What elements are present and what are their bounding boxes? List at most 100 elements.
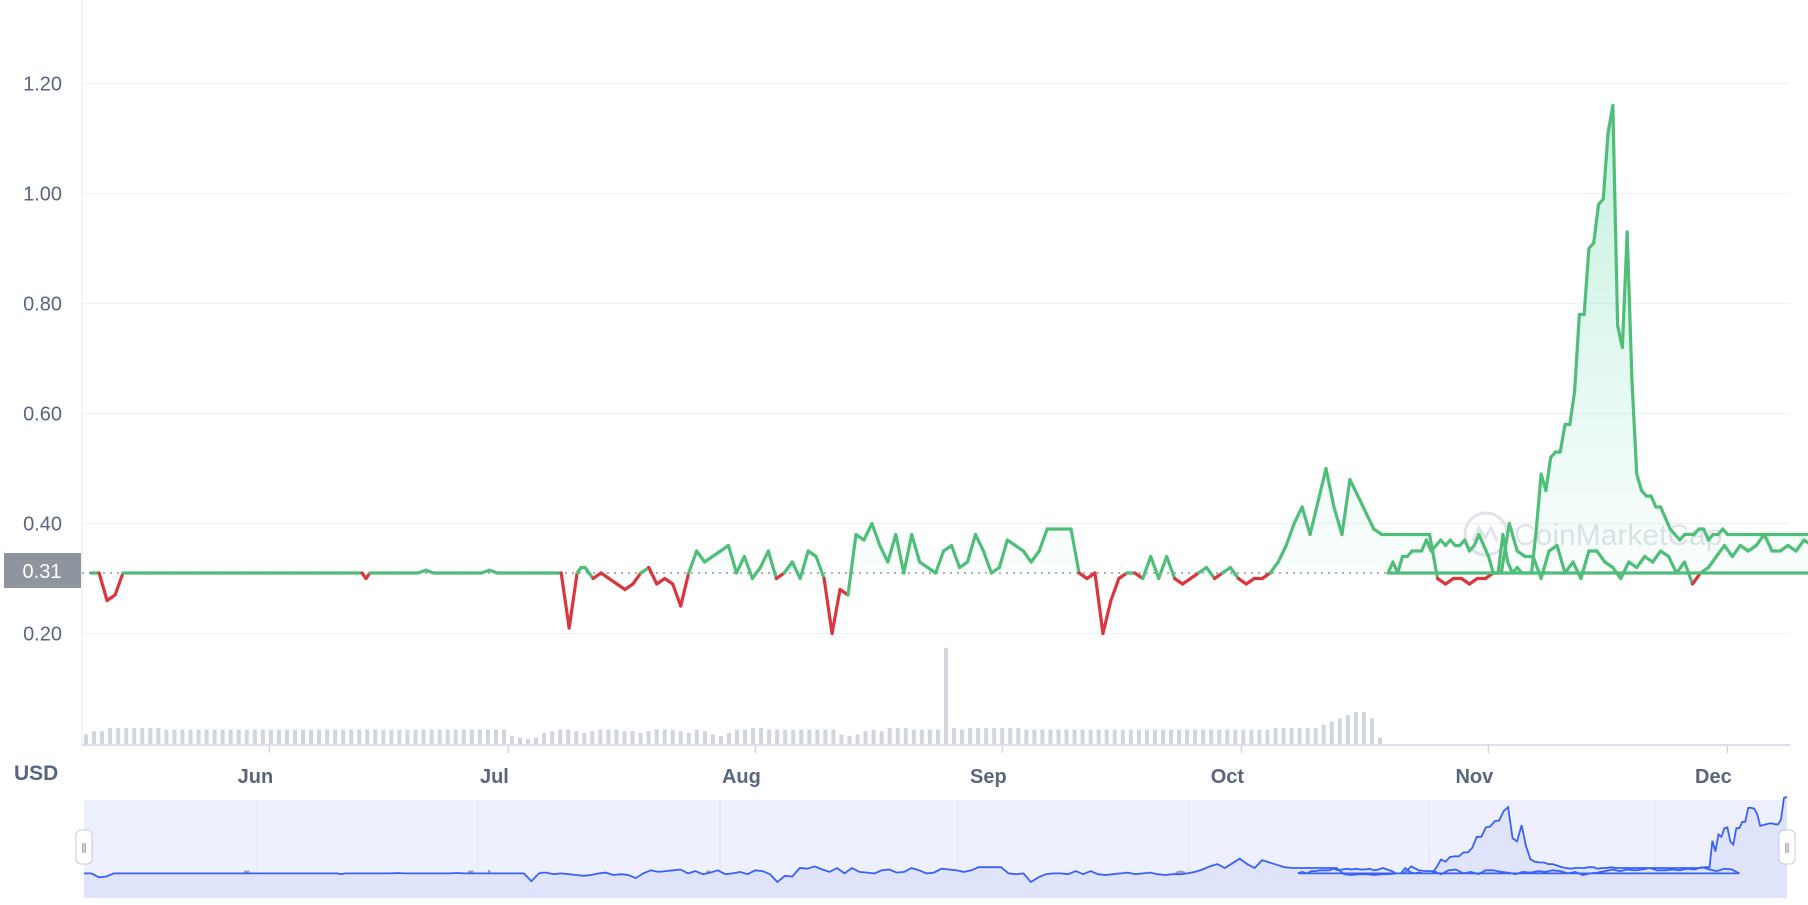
volume-bar bbox=[751, 728, 756, 744]
price-segment bbox=[1730, 543, 1742, 559]
volume-bar bbox=[485, 729, 490, 744]
price-segment bbox=[1477, 532, 1486, 548]
price-segment bbox=[113, 571, 125, 597]
volume-bar bbox=[357, 729, 362, 744]
volume-bar bbox=[895, 728, 900, 744]
price-segment bbox=[790, 560, 802, 581]
price-segment bbox=[1601, 131, 1610, 201]
price-segment bbox=[1236, 576, 1248, 586]
price-segment bbox=[1762, 532, 1774, 553]
price-segment bbox=[1506, 560, 1515, 575]
price-segment bbox=[822, 576, 834, 636]
volume-bar bbox=[831, 729, 836, 744]
price-segment bbox=[1324, 466, 1336, 509]
volume-bar bbox=[381, 729, 386, 744]
price-segment bbox=[1722, 543, 1734, 559]
price-segment bbox=[1204, 565, 1217, 581]
volume-bar bbox=[1040, 729, 1045, 744]
volume-bar bbox=[284, 729, 289, 744]
navigator-line bbox=[84, 796, 1788, 884]
price-segment bbox=[1228, 565, 1240, 581]
price-segment bbox=[1372, 527, 1384, 537]
price-segment bbox=[1093, 571, 1105, 636]
volume-bar bbox=[1313, 728, 1318, 744]
price-segment bbox=[1627, 560, 1639, 570]
price-segment bbox=[1690, 571, 1703, 586]
price-segment bbox=[631, 571, 643, 586]
volume-bar bbox=[791, 729, 796, 744]
price-segment bbox=[1738, 543, 1750, 553]
volume-bar bbox=[140, 728, 145, 744]
y-tick-label: 1.00 bbox=[23, 184, 62, 206]
price-segment bbox=[902, 532, 914, 575]
price-segment bbox=[918, 560, 930, 570]
volume-bar bbox=[1096, 729, 1101, 744]
volume-bar bbox=[574, 731, 579, 744]
price-segment bbox=[1029, 549, 1041, 564]
price-segment bbox=[1555, 543, 1567, 575]
volume-bar bbox=[1048, 729, 1053, 744]
navigator-handle-left[interactable]: ‖ bbox=[75, 829, 93, 865]
price-segment bbox=[1077, 571, 1089, 581]
price-segment bbox=[1101, 598, 1113, 636]
volume-bar bbox=[477, 729, 482, 744]
volume-bar bbox=[654, 729, 659, 744]
volume-bar bbox=[558, 729, 563, 744]
volume-bar bbox=[164, 729, 169, 744]
volume-bar bbox=[775, 729, 780, 744]
volume-bar bbox=[1120, 729, 1125, 744]
volume-bar bbox=[252, 729, 257, 744]
volume-bar bbox=[550, 731, 555, 744]
volume-bar bbox=[429, 729, 434, 744]
price-segment bbox=[1702, 527, 1711, 542]
price-segment bbox=[607, 576, 619, 586]
price-segment bbox=[1501, 532, 1510, 564]
price-segment bbox=[1603, 560, 1615, 570]
volume-bar bbox=[735, 729, 740, 744]
price-segment bbox=[1651, 549, 1663, 564]
price-segment bbox=[1188, 571, 1201, 581]
volume-bar bbox=[1297, 728, 1302, 744]
volume-bar bbox=[365, 729, 370, 744]
volume-bar bbox=[1305, 728, 1310, 744]
volume-bar bbox=[349, 729, 354, 744]
price-segment bbox=[957, 560, 970, 570]
grid-lines bbox=[81, 0, 1790, 746]
volume-bar bbox=[220, 729, 225, 744]
volume-bar bbox=[606, 729, 611, 744]
price-segment bbox=[1316, 466, 1328, 504]
price-segment bbox=[894, 532, 906, 575]
price-segment bbox=[1109, 576, 1121, 603]
price-line bbox=[89, 103, 1808, 636]
price-segment bbox=[878, 543, 890, 564]
volume-bar bbox=[630, 731, 635, 744]
price-segment bbox=[1300, 505, 1312, 537]
volume-bar bbox=[1369, 718, 1374, 744]
volume-bar bbox=[518, 737, 523, 744]
price-segment bbox=[1268, 560, 1280, 575]
volume-bar bbox=[662, 729, 667, 744]
price-segment bbox=[1544, 455, 1553, 493]
price-segment bbox=[1459, 576, 1472, 586]
navigator-handle-right[interactable]: ‖ bbox=[1778, 829, 1796, 865]
volume-bar bbox=[1257, 729, 1262, 744]
volume-bar bbox=[646, 731, 651, 744]
price-segment bbox=[599, 571, 611, 581]
price-segment bbox=[1196, 565, 1209, 575]
volume-bar bbox=[815, 729, 820, 744]
price-segment bbox=[1173, 576, 1185, 586]
price-segment bbox=[981, 549, 994, 575]
y-tick-label: 0.60 bbox=[23, 404, 62, 426]
volume-bar bbox=[799, 729, 804, 744]
price-segment bbox=[1649, 494, 1658, 509]
price-segment bbox=[1276, 543, 1288, 564]
volume-bar bbox=[855, 734, 860, 744]
price-segment bbox=[1463, 538, 1472, 553]
price-segment bbox=[1364, 510, 1376, 531]
volume-bar bbox=[598, 729, 603, 744]
price-segment bbox=[1021, 549, 1033, 564]
price-segment bbox=[1165, 554, 1177, 581]
price-segment bbox=[1706, 554, 1719, 570]
